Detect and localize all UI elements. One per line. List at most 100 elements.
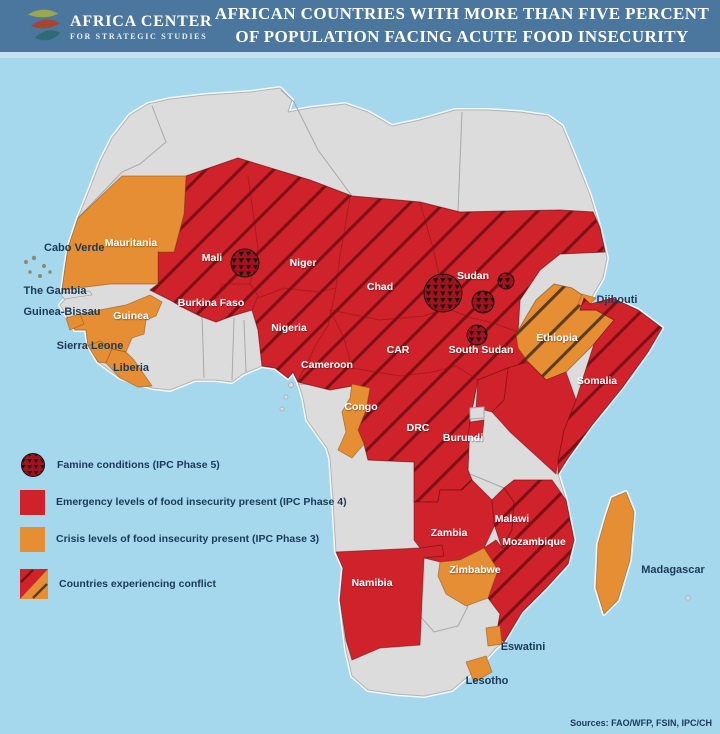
border-ghana-togo [231,317,235,381]
sao-tome-island [283,394,289,400]
legend-label-conflict: Countries experiencing conflict [59,577,216,590]
map-label-burundi: Burundi [443,432,483,444]
map-label-mozambique: Mozambique [502,536,566,548]
famine-marker-figures [467,325,487,345]
map-label-zimbabwe: Zimbabwe [449,564,501,576]
border-niger-nigeria [257,287,337,299]
country-guinea [67,294,163,353]
sources-note: Sources: FAO/WFP, FSIN, IPC/CH [570,718,712,728]
org-logo: AFRICA CENTER FOR STRATEGIC STUDIES [24,5,212,49]
legend-row-crisis: Crisis levels of food insecurity present… [20,527,350,552]
border-tunisia [280,89,295,103]
country-eswatini [485,625,503,647]
africa-center-logo-icon [27,9,61,41]
border-cameroon-car [329,309,353,369]
famine-marker-figures [231,249,259,277]
title-line-1: AFRICAN COUNTRIES WITH MORE THAN FIVE PE… [214,4,710,24]
map-label-guinea-bissau: Guinea-Bissau [23,306,100,318]
border-sudan-south-sudan [445,307,519,333]
country-somalia [557,297,663,475]
legend-row-emergency: Emergency levels of food insecurity pres… [20,490,350,515]
cabo-verde-island [48,270,52,274]
crisis-swatch-icon [20,527,45,552]
map-label-namibia: Namibia [352,577,393,589]
map-label-nigeria: Nigeria [271,322,307,334]
border-algeria-libya [293,101,353,197]
cabo-verde-island [28,270,32,274]
map-label-the-gambia: The Gambia [24,285,88,297]
map-label-mauritania: Mauritania [105,237,158,249]
cabo-verde-island [31,255,37,261]
madagascar-land [595,491,635,615]
legend-label-emergency: Emergency levels of food insecurity pres… [56,496,347,509]
country-mauritania [61,175,187,291]
colored-countries [61,175,663,683]
border-cote-divoire-ghana [201,313,205,379]
map-label-mali: Mali [202,252,223,264]
country-madagascar [594,490,636,616]
famine-markers [230,248,515,346]
country-rwanda [469,406,485,420]
legend: Famine conditions (IPC Phase 5) Emergenc… [20,452,350,599]
border-morocco [77,105,167,219]
map-label-congo: Congo [344,401,377,413]
principe-island [279,406,285,412]
legend-label-crisis: Crisis levels of food insecurity present… [56,533,320,546]
country-guinea-bissau [65,313,85,331]
border-burkina-faso [215,283,259,311]
logo-line1: AFRICA CENTER [70,12,213,30]
logo-line2: FOR STRATEGIC STUDIES [70,32,208,42]
map-label-lesotho: Lesotho [466,675,509,687]
border-nigeria-cameroon [297,287,337,381]
country-uganda [475,367,509,413]
bioko-island [288,382,294,388]
header-bar: AFRICA CENTER FOR STRATEGIC STUDIES AFRI… [0,0,720,52]
map-label-cabo-verde: Cabo Verde [44,242,105,254]
country-congo [337,383,371,459]
map-label-burkina-faso: Burkina Faso [178,297,245,309]
map-label-south-sudan: South Sudan [449,344,514,356]
map-label-malawi: Malawi [495,513,530,525]
map-label-eswatini: Eswatini [501,641,546,653]
famine-marker-figures [498,273,514,289]
border-togo-benin [243,319,247,373]
comoros-island [685,595,691,601]
islands [24,255,691,601]
conflict-swatch-icon [20,569,48,599]
africa-map: Mauritania Mali Niger Chad Sudan Burkina Faso… [0,58,720,734]
map-label-djibouti: Djibouti [597,294,638,306]
map-label-guinea: Guinea [113,310,149,322]
map-label-somalia: Somalia [577,375,617,387]
country-liberia [105,348,153,388]
map-label-drc: DRC [407,422,430,434]
map-label-sierra-leone: Sierra Leone [57,340,124,352]
map-label-ethiopia: Ethiopia [536,332,578,344]
border-car-drc [351,365,479,381]
cabo-verde-island [42,264,46,268]
map-label-niger: Niger [290,257,317,269]
legend-label-famine: Famine conditions (IPC Phase 5) [57,458,220,471]
map-label-chad: Chad [367,281,393,293]
border-niger-chad [335,197,351,289]
map-label-liberia: Liberia [113,362,150,374]
map-label-zambia: Zambia [431,527,468,539]
famine-marker-figures [424,274,462,312]
country-burundi [467,419,485,439]
country-namibia [335,544,445,661]
border-chad-car [329,307,447,321]
emergency-swatch-icon [20,490,45,515]
famine-marker-figures [472,291,494,313]
country-kenya [491,361,577,475]
page-title: AFRICAN COUNTRIES WITH MORE THAN FIVE PE… [210,0,714,52]
logo-text: AFRICA CENTER FOR STRATEGIC STUDIES [70,13,212,42]
country-the-gambia [59,290,93,300]
map-label-madagascar: Madagascar [641,564,705,576]
legend-row-famine: Famine conditions (IPC Phase 5) [20,452,350,478]
map-label-car: CAR [387,344,410,356]
famine-swatch-icon [21,453,45,477]
map-label-cameroon: Cameroon [301,359,353,371]
map-label-sudan: Sudan [457,270,489,282]
cabo-verde-island [24,260,28,264]
border-tanzania-south [469,473,505,489]
